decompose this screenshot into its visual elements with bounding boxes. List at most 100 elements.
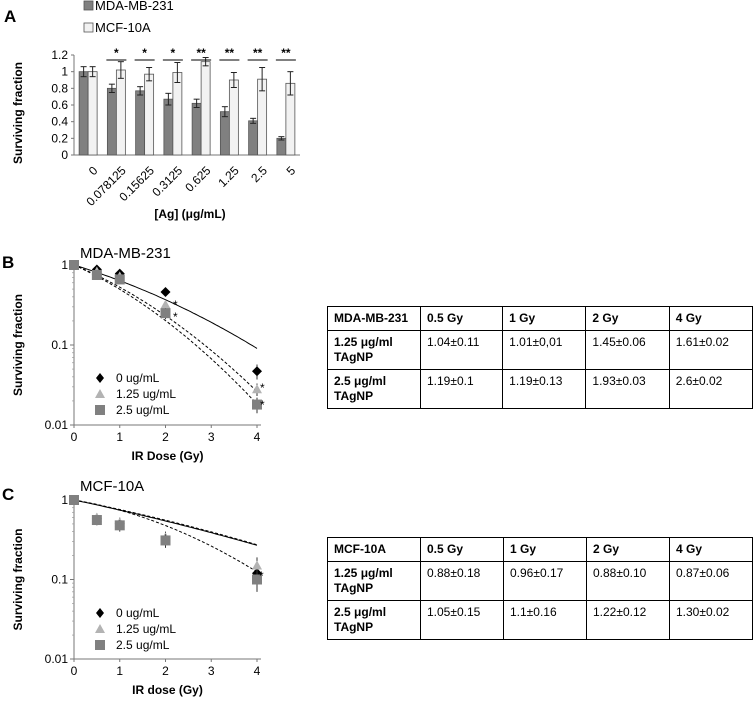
table-cell: 1.04±0.11 [419, 330, 504, 370]
y-tick-label: 0.01 [45, 418, 69, 432]
y-tick-label: 0.1 [51, 573, 68, 587]
y-tick-label: 0 [61, 148, 68, 162]
table-header-cell: 1 Gy [503, 537, 587, 562]
significance-label: ** [281, 46, 291, 60]
significance-label: * [171, 46, 176, 60]
legend-marker [95, 405, 105, 415]
data-point [91, 515, 102, 526]
legend-label: 0 ug/mL [116, 606, 160, 620]
y-tick-label: 0.2 [51, 131, 68, 145]
table-header-row: MDA-MB-231 0.5 Gy 1 Gy 2 Gy 4 Gy [327, 306, 753, 331]
bar [144, 73, 155, 156]
table-cell: 1.1±0.16 [503, 600, 587, 640]
legend-marker [95, 389, 105, 398]
panel-label-a: A [4, 7, 16, 26]
legend-label: 1.25 ug/mL [116, 622, 176, 636]
significance-label: ** [253, 46, 263, 60]
table-cell: 1.45±0.06 [585, 330, 670, 370]
table-row-label: 1.25 μg/ml TAgNP [327, 330, 421, 370]
legend-label: MDA-MB-231 [95, 0, 174, 13]
table-cell: 2.6±0.02 [668, 369, 753, 409]
significance-label: * [260, 398, 265, 412]
data-point [160, 286, 171, 297]
data-point [252, 384, 262, 394]
table-cell: 1.22±0.12 [586, 600, 670, 640]
data-point [252, 560, 262, 570]
x-tick-label: 5 [284, 163, 299, 178]
panel-label-c: C [2, 485, 14, 504]
table-header-cell: MCF-10A [327, 537, 421, 562]
y-axis-label: Surviving fraction [11, 62, 25, 164]
data-point [252, 574, 262, 585]
bar [135, 90, 146, 156]
data-point [114, 274, 125, 285]
data-point [69, 260, 79, 270]
x-tick-label: 4 [254, 664, 261, 678]
x-tick-label: 0 [86, 163, 101, 178]
data-point [91, 269, 102, 280]
significance-label: ** [196, 46, 206, 60]
data-point [160, 535, 171, 546]
x-tick-label: 0 [71, 430, 78, 444]
y-tick-label: 1 [61, 493, 68, 507]
significance-label: * [259, 569, 264, 583]
table-header-cell: 1 Gy [502, 306, 587, 331]
significance-label: ** [225, 46, 235, 60]
table-header-cell: 0.5 Gy [420, 537, 504, 562]
panel-title: MDA-MB-231 [80, 245, 171, 262]
table-c: MCF-10A 0.5 Gy 1 Gy 2 Gy 4 Gy 1.25 μg/ml… [327, 537, 753, 640]
legend-marker [95, 640, 105, 650]
table-header-cell: 4 Gy [669, 537, 753, 562]
table-cell: 1.93±0.03 [585, 369, 670, 409]
y-axis-label: Surviving fraction [11, 528, 25, 630]
bar [200, 61, 211, 156]
x-tick-label: 3 [208, 430, 215, 444]
y-tick-label: 1 [61, 65, 68, 79]
x-tick-label: 4 [254, 430, 261, 444]
table-row: 2.5 μg/ml TAgNP 1.05±0.15 1.1±0.16 1.22±… [327, 600, 753, 640]
bar [191, 102, 202, 156]
y-tick-label: 0.8 [51, 81, 68, 95]
table-header-cell: 0.5 Gy [419, 306, 504, 331]
table-cell: 1.19±0.13 [502, 369, 587, 409]
significance-label: * [260, 381, 265, 395]
y-tick-label: 0.4 [51, 115, 68, 129]
table-cell: 1.61±0.02 [668, 330, 753, 370]
table-header-cell: 4 Gy [668, 306, 753, 331]
fit-curve [73, 499, 258, 573]
x-tick-label: 0.625 [182, 163, 213, 194]
x-tick-label: 0.3125 [149, 163, 185, 199]
table-cell: 0.88±0.10 [586, 561, 670, 601]
legend-marker [95, 624, 105, 633]
fit-curve [73, 264, 258, 392]
panel-label-b: B [2, 253, 14, 272]
data-point [69, 495, 79, 505]
table-cell: 0.88±0.18 [420, 561, 504, 601]
y-tick-label: 1.2 [51, 48, 68, 62]
data-point [114, 520, 125, 531]
panel-title: MCF-10A [80, 478, 144, 495]
bar [78, 71, 89, 156]
legend-label: MCF-10A [95, 20, 151, 35]
bar [219, 111, 230, 156]
legend-marker [96, 373, 104, 383]
table-row-label: 1.25 μg/ml TAgNP [327, 561, 421, 601]
y-tick-label: 0.6 [51, 98, 68, 112]
table-cell: 1.19±0.1 [419, 369, 504, 409]
x-tick-label: 2 [162, 430, 169, 444]
x-tick-label: 2.5 [248, 163, 270, 185]
table-row: 1.25 μg/ml TAgNP 0.88±0.18 0.96±0.17 0.8… [327, 561, 753, 601]
table-cell: 1.30±0.02 [669, 600, 753, 640]
legend-label: 0 ug/mL [116, 371, 160, 385]
table-header-cell: MDA-MB-231 [327, 306, 421, 331]
legend-label: 2.5 ug/mL [116, 403, 170, 417]
table-row: 2.5 μg/ml TAgNP 1.19±0.1 1.19±0.13 1.93±… [327, 369, 753, 409]
legend-label: 2.5 ug/mL [116, 638, 170, 652]
significance-label: * [173, 310, 178, 324]
x-tick-label: 0 [71, 664, 78, 678]
fit-curve [73, 264, 258, 405]
x-axis-label: IR Dose (Gy) [131, 449, 203, 463]
y-tick-label: 1 [61, 258, 68, 272]
significance-label: * [173, 298, 178, 312]
